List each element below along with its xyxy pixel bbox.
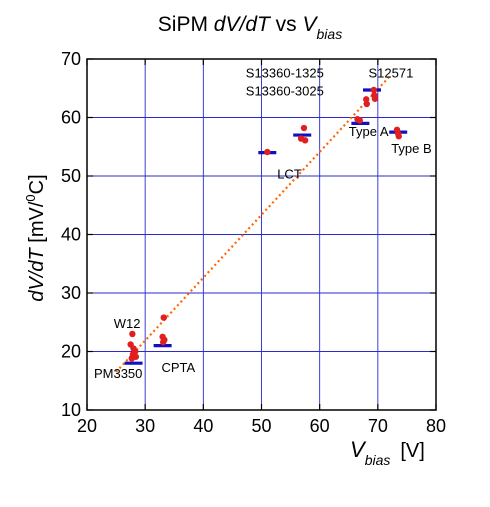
data-point xyxy=(159,338,167,346)
ylabel-unit-end: C] xyxy=(26,174,48,194)
annotation-label: W12 xyxy=(114,316,141,331)
annotation-layer: W12 PM3350 CPTA S13360-1325 S13360-3025 S1257… xyxy=(94,66,432,381)
data-point xyxy=(363,96,370,103)
data-point xyxy=(264,148,271,156)
data-point xyxy=(370,86,377,94)
chart-title: SiPM dV/dT vs Vbias xyxy=(158,13,342,42)
data-point xyxy=(356,117,364,124)
ylabel-unit: [mV/ xyxy=(26,201,48,248)
tick-marks xyxy=(86,58,437,411)
x-tick-labels: 20 30 40 50 60 70 80 xyxy=(77,416,446,436)
data-point xyxy=(371,95,379,102)
title-v: V xyxy=(303,13,319,36)
data-point xyxy=(395,133,402,140)
xlabel-bias: bias xyxy=(365,452,391,468)
grid xyxy=(87,59,436,410)
data-points-layer xyxy=(127,86,402,362)
y-tick-label: 20 xyxy=(61,342,81,362)
y-tick-label: 60 xyxy=(61,108,81,128)
annotation-label: CPTA xyxy=(161,360,195,375)
x-tick-label: 80 xyxy=(426,416,446,436)
xlabel-v: V xyxy=(350,437,367,462)
y-tick-label: 50 xyxy=(61,166,81,186)
data-point xyxy=(300,124,308,132)
y-tick-label: 10 xyxy=(61,400,81,420)
x-tick-label: 60 xyxy=(310,416,330,436)
fit-line xyxy=(115,75,391,373)
annotation-label: LCT xyxy=(277,166,302,181)
annotation-label: Type A xyxy=(349,124,389,139)
title-vs: vs xyxy=(270,13,303,36)
x-tick-label: 70 xyxy=(368,416,388,436)
x-tick-label: 30 xyxy=(135,416,155,436)
title-main: SiPM xyxy=(158,13,214,36)
x-tick-label: 50 xyxy=(251,416,271,436)
y-axis-label: dV/dT [mV/0C] xyxy=(23,174,48,301)
data-point xyxy=(363,100,370,108)
ylabel-sup: 0 xyxy=(23,194,38,201)
y-tick-labels: 10 20 30 40 50 60 70 xyxy=(61,49,81,420)
annotation-label: Type B xyxy=(391,141,431,156)
annotation-label: PM3350 xyxy=(94,366,142,381)
y-tick-label: 70 xyxy=(61,49,81,69)
annotation-label: S13360-1325 xyxy=(246,66,324,81)
data-point xyxy=(128,355,135,362)
data-point xyxy=(301,137,309,144)
xlabel-unit: [V] xyxy=(400,440,424,462)
x-tick-label: 20 xyxy=(77,416,97,436)
ylabel-dvdt: dV/dT xyxy=(26,246,48,301)
data-point xyxy=(129,330,136,338)
data-point xyxy=(160,314,167,321)
title-bias: bias xyxy=(317,26,343,42)
x-tick-label: 40 xyxy=(193,416,213,436)
annotation-label: S13360-3025 xyxy=(246,83,324,98)
annotation-label: S12571 xyxy=(369,66,414,81)
fit-line-layer xyxy=(115,75,391,373)
y-tick-label: 40 xyxy=(61,225,81,245)
y-tick-label: 30 xyxy=(61,283,81,303)
x-axis-label: Vbias [V] xyxy=(350,437,425,468)
title-dvdt: dV/dT xyxy=(214,13,272,36)
